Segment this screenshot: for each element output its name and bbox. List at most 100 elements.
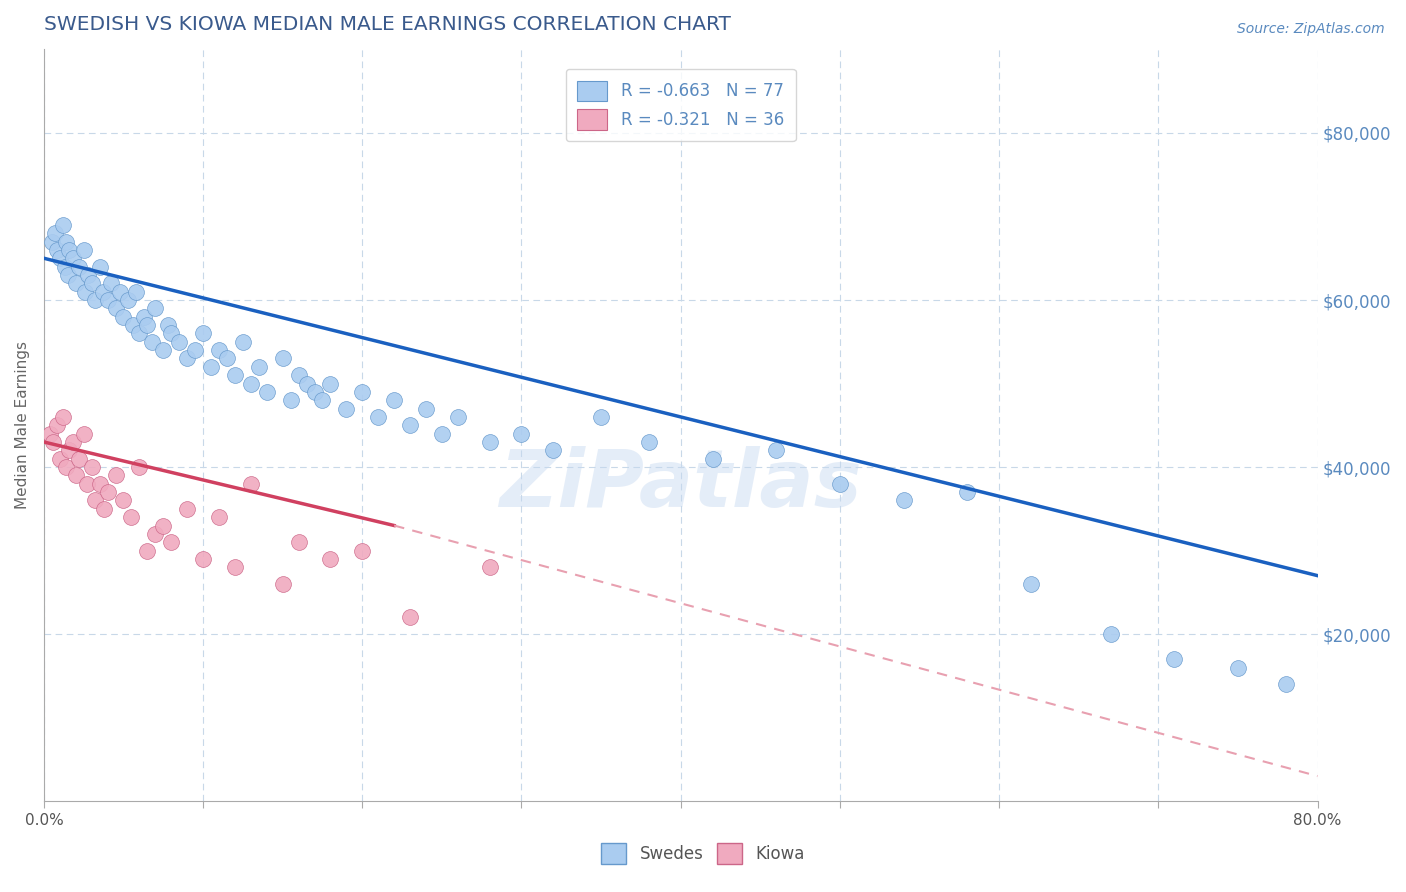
Point: [83, 293, 105, 307]
Point: [200, 359, 222, 374]
Point: [80, 460, 103, 475]
Point: [1019, 577, 1042, 591]
Point: [65, 468, 87, 483]
Point: [352, 543, 374, 558]
Point: [184, 343, 207, 358]
Point: [167, 334, 190, 349]
Point: [104, 301, 127, 316]
Point: [56, 268, 79, 282]
Point: [62, 252, 84, 266]
Legend: R = -0.663   N = 77, R = -0.321   N = 36: R = -0.663 N = 77, R = -0.321 N = 36: [565, 69, 796, 142]
Point: [1163, 652, 1185, 666]
Point: [73, 243, 96, 257]
Point: [65, 277, 87, 291]
Point: [55, 235, 77, 249]
Point: [208, 510, 231, 524]
Point: [191, 326, 214, 341]
Point: [52, 218, 75, 232]
Point: [280, 393, 302, 408]
Point: [97, 485, 120, 500]
Point: [67, 260, 90, 274]
Point: [447, 409, 470, 424]
Point: [89, 476, 111, 491]
Point: [152, 518, 174, 533]
Point: [271, 351, 294, 366]
Point: [382, 393, 405, 408]
Point: [52, 409, 75, 424]
Point: [956, 485, 979, 500]
Legend: Swedes, Kiowa: Swedes, Kiowa: [595, 837, 811, 871]
Point: [152, 343, 174, 358]
Point: [399, 418, 422, 433]
Point: [1274, 677, 1296, 691]
Point: [224, 368, 246, 383]
Text: Source: ZipAtlas.com: Source: ZipAtlas.com: [1237, 22, 1385, 37]
Point: [73, 426, 96, 441]
Point: [117, 293, 139, 307]
Point: [89, 260, 111, 274]
Point: [1099, 627, 1122, 641]
Point: [39, 426, 62, 441]
Point: [83, 493, 105, 508]
Point: [58, 243, 80, 257]
Point: [136, 543, 159, 558]
Point: [543, 443, 565, 458]
Point: [104, 468, 127, 483]
Point: [1226, 660, 1249, 674]
Point: [136, 318, 159, 332]
Point: [143, 301, 166, 316]
Point: [637, 435, 659, 450]
Point: [893, 493, 915, 508]
Point: [352, 384, 374, 399]
Point: [58, 443, 80, 458]
Point: [478, 560, 501, 574]
Point: [44, 226, 66, 240]
Point: [134, 310, 156, 324]
Point: [335, 401, 357, 416]
Point: [311, 393, 333, 408]
Point: [287, 535, 309, 549]
Point: [77, 268, 100, 282]
Point: [304, 384, 326, 399]
Point: [702, 451, 724, 466]
Point: [141, 334, 163, 349]
Point: [591, 409, 613, 424]
Point: [41, 235, 63, 249]
Point: [828, 476, 851, 491]
Point: [128, 326, 150, 341]
Point: [112, 310, 135, 324]
Point: [430, 426, 453, 441]
Point: [80, 277, 103, 291]
Point: [256, 384, 278, 399]
Point: [49, 252, 72, 266]
Point: [510, 426, 533, 441]
Point: [160, 535, 183, 549]
Text: SWEDISH VS KIOWA MEDIAN MALE EARNINGS CORRELATION CHART: SWEDISH VS KIOWA MEDIAN MALE EARNINGS CO…: [44, 15, 731, 34]
Point: [399, 610, 422, 624]
Point: [62, 435, 84, 450]
Point: [76, 476, 98, 491]
Point: [287, 368, 309, 383]
Point: [478, 435, 501, 450]
Point: [55, 460, 77, 475]
Point: [160, 326, 183, 341]
Point: [176, 501, 198, 516]
Point: [232, 334, 254, 349]
Point: [765, 443, 787, 458]
Point: [319, 552, 342, 566]
Point: [45, 418, 67, 433]
Point: [215, 351, 238, 366]
Point: [191, 552, 214, 566]
Point: [91, 285, 114, 299]
Point: [415, 401, 437, 416]
Point: [112, 493, 135, 508]
Point: [45, 243, 67, 257]
Point: [75, 285, 97, 299]
Point: [247, 359, 270, 374]
Point: [42, 435, 65, 450]
Point: [128, 460, 150, 475]
Y-axis label: Median Male Earnings: Median Male Earnings: [15, 342, 30, 509]
Point: [120, 510, 142, 524]
Point: [100, 277, 122, 291]
Point: [367, 409, 389, 424]
